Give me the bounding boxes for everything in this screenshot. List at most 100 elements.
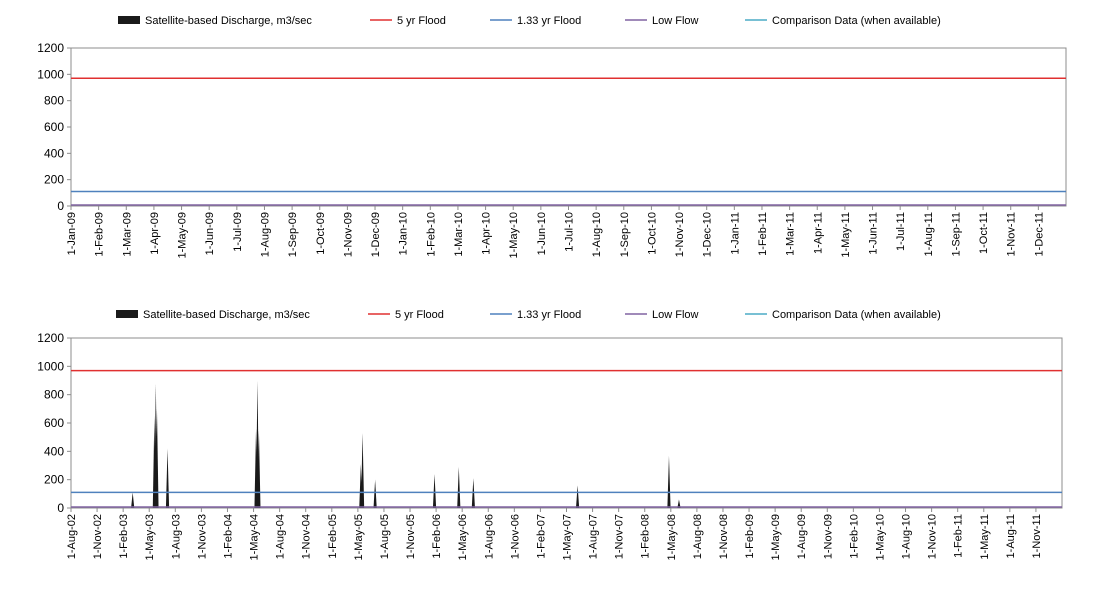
discharge-spike (257, 430, 261, 508)
x-tick-label: 1-Nov-11 (1031, 514, 1043, 558)
x-tick-label: 1-Nov-06 (509, 514, 521, 559)
legend-swatch-discharge (118, 16, 140, 24)
x-tick-label: 1-Nov-11 (1006, 212, 1018, 256)
x-tick-label: 1-Jun-09 (204, 212, 216, 255)
x-tick-label: 1-Aug-11 (1005, 514, 1017, 558)
legend-label: Low Flow (652, 309, 699, 321)
y-tick-label: 1000 (37, 67, 64, 81)
legend-label: 1.33 yr Flood (517, 15, 581, 27)
x-tick-label: 1-Jun-11 (868, 212, 880, 255)
x-tick-label: 1-Aug-11 (923, 212, 935, 256)
x-tick-label: 1-Feb-08 (640, 514, 652, 559)
x-tick-label: 1-Feb-07 (535, 514, 547, 559)
x-tick-label: 1-Aug-07 (588, 514, 600, 559)
legend-label: 1.33 yr Flood (517, 309, 581, 321)
x-tick-label: 1-Feb-11 (953, 514, 965, 558)
x-tick-label: 1-Aug-10 (591, 212, 603, 257)
y-tick-label: 600 (44, 120, 64, 134)
x-tick-label: 1-Sep-09 (287, 212, 299, 257)
x-tick-label: 1-Aug-06 (483, 514, 495, 559)
discharge-spike (131, 492, 135, 508)
x-tick-label: 1-Nov-07 (614, 514, 626, 559)
x-tick-label: 1-May-07 (562, 514, 574, 560)
discharge-spike (360, 432, 365, 508)
x-tick-label: 1-Feb-05 (327, 514, 339, 559)
x-tick-label: 1-Aug-05 (379, 514, 391, 559)
x-tick-label: 1-Apr-09 (149, 212, 161, 255)
x-tick-label: 1-Feb-10 (425, 212, 437, 257)
legend-label: Satellite-based Discharge, m3/sec (143, 309, 310, 321)
discharge-spike (432, 474, 437, 508)
x-tick-label: 1-May-05 (353, 514, 365, 560)
x-tick-label: 1-Nov-09 (822, 514, 834, 559)
x-tick-label: 1-Mar-11 (785, 212, 797, 256)
y-tick-label: 1200 (37, 331, 64, 345)
x-tick-label: 1-Aug-10 (901, 514, 913, 559)
chart-2: Satellite-based Discharge, m3/sec 5 yr Fl… (37, 309, 1063, 560)
discharge-spike (677, 499, 681, 508)
y-tick-label: 1000 (37, 359, 64, 373)
y-tick-label: 400 (44, 444, 64, 458)
x-tick-label: 1-Dec-09 (370, 212, 382, 257)
x-tick-label: 1-Nov-09 (342, 212, 354, 257)
x-tick-label: 1-Feb-10 (848, 514, 860, 559)
discharge-spike (667, 455, 671, 508)
x-tick-label: 1-Oct-09 (315, 212, 327, 255)
discharge-spike (373, 479, 377, 508)
x-tick-label: 1-May-09 (177, 212, 189, 258)
x-tick-label: 1-Jan-11 (729, 212, 741, 255)
x-tick-label: 1-Nov-10 (674, 212, 686, 257)
x-tick-label: 1-Jan-09 (66, 212, 78, 255)
discharge-spike (575, 485, 580, 508)
x-tick-label: 1-May-03 (144, 514, 156, 560)
x-tick-label: 1-Oct-11 (978, 212, 990, 254)
x-tick-label: 1-May-11 (979, 514, 991, 560)
x-tick-label: 1-May-10 (874, 514, 886, 560)
x-tick-label: 1-May-08 (666, 514, 678, 560)
x-tick-label: 1-Mar-09 (121, 212, 133, 257)
legend-swatch-discharge (116, 310, 138, 318)
y-tick-label: 0 (57, 501, 64, 515)
x-tick-label: 1-Mar-10 (453, 212, 465, 257)
x-tick-label: 1-Dec-10 (702, 212, 714, 257)
x-tick-label: 1-Nov-05 (405, 514, 417, 559)
x-tick-label: 1-Dec-11 (1033, 212, 1045, 256)
y-tick-label: 400 (44, 146, 64, 160)
x-tick-label: 1-May-09 (770, 514, 782, 560)
x-tick-label: 1-Feb-03 (118, 514, 130, 559)
x-tick-label: 1-Feb-06 (431, 514, 443, 559)
x-tick-label: 1-Jul-11 (895, 212, 907, 251)
legend-label: 5 yr Flood (395, 309, 444, 321)
x-tick-label: 1-Oct-10 (646, 212, 658, 255)
x-tick-label: 1-Feb-11 (757, 212, 769, 256)
x-tick-label: 1-Feb-09 (94, 212, 106, 257)
y-tick-label: 600 (44, 416, 64, 430)
y-tick-label: 200 (44, 473, 64, 487)
y-tick-label: 0 (57, 199, 64, 213)
x-tick-label: 1-Feb-09 (744, 514, 756, 559)
x-tick-label: 1-Nov-04 (301, 514, 313, 559)
x-tick-label: 1-May-11 (840, 212, 852, 258)
x-tick-label: 1-Nov-10 (927, 514, 939, 559)
legend-label: Comparison Data (when available) (772, 15, 941, 27)
x-tick-label: 1-Jul-10 (564, 212, 576, 252)
x-tick-label: 1-Jan-10 (398, 212, 410, 255)
x-tick-label: 1-Sep-11 (950, 212, 962, 256)
legend-label: 5 yr Flood (397, 15, 446, 27)
x-tick-label: 1-Aug-03 (170, 514, 182, 559)
x-tick-label: 1-Aug-09 (259, 212, 271, 257)
x-tick-label: 1-May-04 (249, 514, 261, 560)
legend-label: Low Flow (652, 15, 699, 27)
x-tick-label: 1-Jul-09 (232, 212, 244, 252)
x-tick-label: 1-Apr-11 (812, 212, 824, 254)
x-tick-label: 1-Jun-10 (536, 212, 548, 255)
x-tick-label: 1-Aug-09 (796, 514, 808, 559)
x-tick-label: 1-Aug-02 (66, 514, 78, 559)
chart-legend: Satellite-based Discharge, m3/sec 5 yr Fl… (118, 15, 941, 27)
chart-legend: Satellite-based Discharge, m3/sec 5 yr Fl… (116, 309, 941, 321)
discharge-spike (155, 408, 159, 508)
y-tick-label: 800 (44, 94, 64, 108)
x-tick-label: 1-May-10 (508, 212, 520, 258)
chart-1: Satellite-based Discharge, m3/sec 5 yr Fl… (37, 15, 1067, 258)
